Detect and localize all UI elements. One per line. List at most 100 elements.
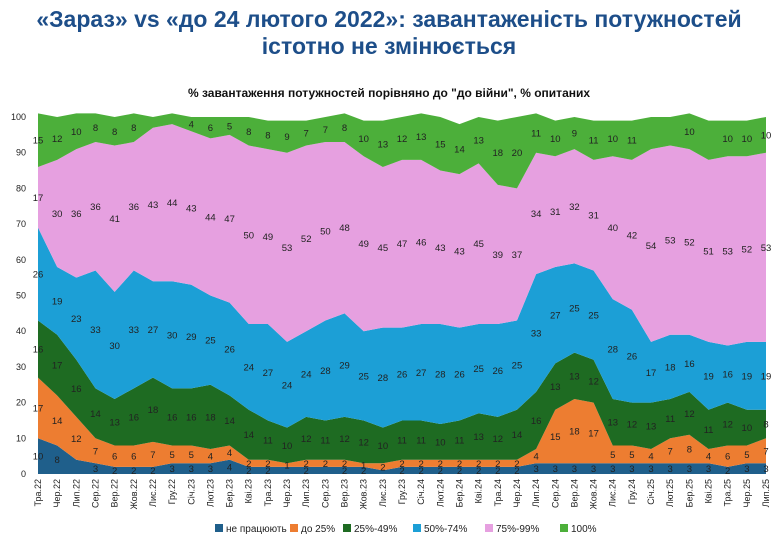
data-label: 2 (304, 466, 309, 477)
data-label: 19 (703, 371, 714, 382)
data-label: 43 (186, 204, 197, 215)
x-tick-label: Тра.22 (33, 479, 43, 507)
data-label: 25 (512, 361, 523, 372)
x-tick-label: Бер.24 (454, 479, 464, 507)
data-label: 16 (71, 384, 82, 395)
legend-label: до 25% (301, 524, 335, 535)
data-label: 27 (148, 325, 159, 336)
data-label: 18 (493, 148, 504, 159)
data-label: 45 (378, 243, 389, 254)
data-label: 10 (761, 130, 772, 141)
data-label: 2 (304, 459, 309, 470)
x-tick-label: Вер.22 (110, 479, 120, 508)
data-label: 25 (569, 303, 580, 314)
y-tick-label: 60 (16, 255, 26, 265)
data-label: 28 (607, 345, 618, 356)
data-label: 3 (763, 464, 768, 475)
data-label: 44 (205, 212, 216, 223)
data-label: 16 (684, 359, 695, 370)
data-label: 43 (148, 200, 159, 211)
data-label: 8 (55, 455, 60, 466)
x-tick-label: Гру.22 (167, 479, 177, 504)
data-label: 2 (438, 466, 443, 477)
data-label: 13 (109, 418, 120, 429)
data-label: 11 (455, 436, 465, 447)
y-tick-label: 0 (21, 469, 26, 479)
data-label: 26 (493, 366, 504, 377)
data-label: 3 (591, 464, 596, 475)
data-label: 24 (243, 362, 254, 373)
data-label: 17 (33, 193, 44, 204)
data-label: 51 (703, 246, 714, 257)
data-label: 2 (457, 466, 462, 477)
x-tick-label: Чер.22 (52, 479, 62, 508)
data-label: 14 (512, 430, 523, 441)
x-tick-label: Тра.25 (723, 479, 733, 507)
data-label: 10 (742, 423, 753, 434)
x-tick-label: Лип.22 (71, 479, 81, 507)
x-tick-label: Лис.24 (608, 479, 618, 507)
data-label: 10 (550, 134, 561, 145)
data-label: 4 (227, 462, 232, 473)
data-label: 50 (243, 230, 254, 241)
data-label: 50 (320, 227, 331, 238)
data-label: 15 (435, 139, 446, 150)
y-tick-label: 40 (16, 326, 26, 336)
data-label: 43 (435, 243, 446, 254)
data-label: 1 (361, 461, 366, 472)
data-label: 4 (533, 452, 538, 463)
data-label: 12 (358, 437, 369, 448)
data-label: 13 (473, 136, 484, 147)
data-label: 18 (205, 412, 216, 423)
x-tick-label: Чер.24 (512, 479, 522, 508)
data-label: 10 (435, 437, 446, 448)
data-label: 19 (742, 371, 753, 382)
data-label: 2 (399, 459, 404, 470)
x-tick-label: Бер.25 (684, 479, 694, 507)
legend-label: 25%-49% (354, 524, 397, 535)
data-label: 3 (706, 464, 711, 475)
data-label: 10 (378, 441, 389, 452)
y-tick-label: 90 (16, 148, 26, 158)
data-label: 15 (33, 136, 44, 147)
x-tick-label: Січ.24 (416, 479, 426, 505)
data-label: 26 (627, 352, 638, 363)
data-label: 27 (550, 311, 561, 322)
legend-label: 100% (571, 524, 597, 535)
data-label: 44 (167, 198, 178, 209)
data-label: 5 (169, 450, 174, 461)
legend-swatch (290, 524, 298, 532)
data-label: 47 (224, 214, 235, 225)
data-label: 5 (189, 450, 194, 461)
data-label: 31 (588, 211, 599, 222)
data-label: 36 (90, 202, 101, 213)
data-label: 2 (265, 466, 270, 477)
data-label: 2 (476, 459, 481, 470)
data-label: 7 (763, 446, 768, 457)
x-tick-label: Чер.23 (282, 479, 292, 508)
data-label: 12 (339, 434, 350, 445)
data-label: 2 (725, 466, 730, 477)
data-label: 11 (263, 436, 273, 447)
data-label: 14 (90, 409, 101, 420)
data-label: 4 (227, 448, 232, 459)
series-area-4 (38, 124, 766, 346)
data-label: 8 (687, 445, 692, 456)
data-label: 2 (323, 459, 328, 470)
data-label: 16 (186, 412, 197, 423)
data-label: 53 (665, 236, 676, 247)
data-label: 49 (263, 232, 274, 243)
data-label: 33 (90, 325, 101, 336)
legend-swatch (343, 524, 351, 532)
x-tick-label: Січ.25 (646, 479, 656, 505)
data-label: 7 (668, 446, 673, 457)
data-label: 18 (569, 427, 580, 438)
data-label: 49 (358, 239, 369, 250)
data-label: 14 (224, 416, 235, 427)
data-label: 12 (627, 420, 638, 431)
data-label: 52 (684, 237, 695, 248)
data-label: 2 (438, 459, 443, 470)
data-label: 3 (668, 464, 673, 475)
data-label: 10 (607, 134, 618, 145)
data-label: 18 (665, 362, 676, 373)
